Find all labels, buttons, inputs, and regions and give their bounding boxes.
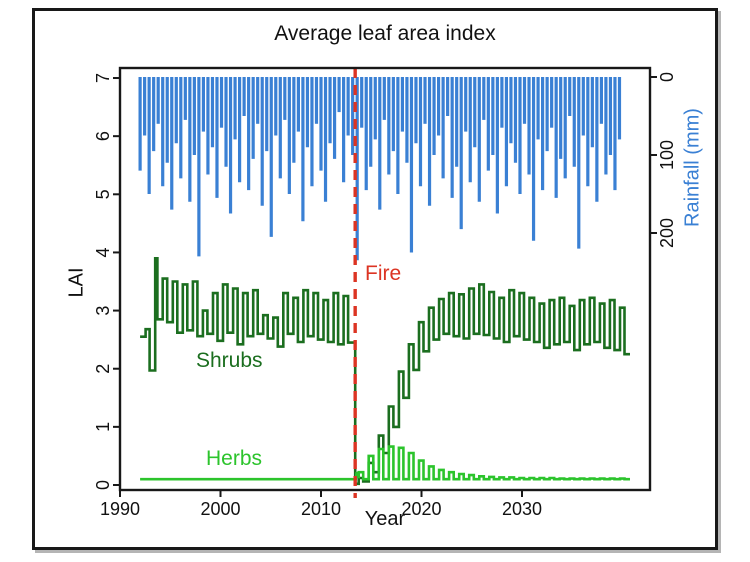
x-tick-label: 2000 — [200, 499, 240, 519]
chart-title: Average leaf area index — [274, 22, 496, 45]
plot-border — [118, 66, 652, 492]
y-left-tick-label: 4 — [93, 247, 113, 257]
series-label-herbs: Herbs — [206, 447, 263, 470]
y-right-tick-label: 0 — [657, 72, 677, 82]
y-left-tick-label: 3 — [93, 306, 113, 316]
x-tick-label: 1990 — [100, 499, 140, 519]
fire-annotation-label: Fire — [365, 262, 402, 285]
y-left-tick-label: 1 — [93, 422, 113, 432]
x-tick-label: 2020 — [401, 499, 441, 519]
x-tick-label: 2030 — [502, 499, 542, 519]
y-left-tick-label: 7 — [93, 73, 113, 83]
y-left-tick-label: 0 — [93, 480, 113, 490]
series-label-shrubs: Shrubs — [196, 349, 263, 372]
y-right-tick-label: 100 — [657, 140, 677, 170]
y-right-tick-label: 200 — [657, 218, 677, 248]
y-axis-label-rainfall: Rainfall (mm) — [681, 108, 704, 227]
y-left-tick-label: 6 — [93, 131, 113, 141]
y-left-tick-label: 2 — [93, 364, 113, 374]
shrubs-line — [140, 257, 630, 486]
y-axis-label-lai: LAI — [65, 267, 88, 298]
x-axis-label-year: Year — [364, 508, 406, 530]
y-left-tick-label: 5 — [93, 189, 113, 199]
x-tick-label: 2010 — [301, 499, 341, 519]
herbs-line — [140, 445, 630, 481]
